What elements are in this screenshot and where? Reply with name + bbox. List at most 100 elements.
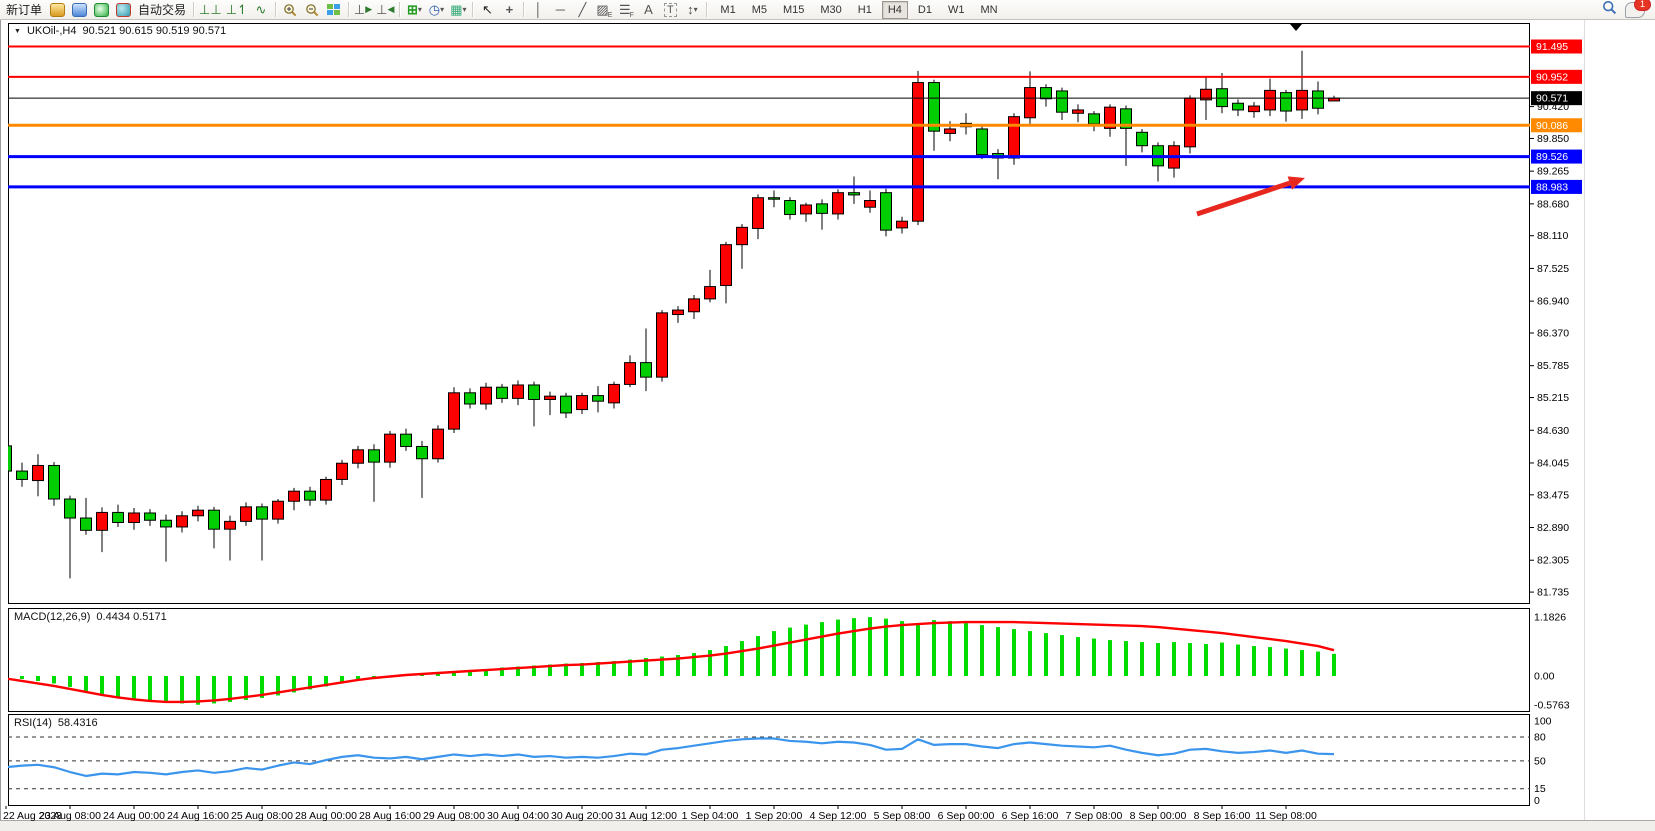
arrange-charts-icon[interactable]: ⊥ ▶ — [353, 1, 373, 17]
tile-windows-icon[interactable] — [323, 1, 345, 19]
candle-body — [448, 392, 460, 430]
timeframe-H1[interactable]: H1 — [857, 3, 872, 16]
annotation-arrow-head[interactable] — [1287, 176, 1305, 190]
candle-body — [944, 128, 956, 134]
period-dropdown-icon[interactable]: ◷ ▾ — [428, 1, 445, 17]
equidistant-channel-icon[interactable]: ▨ E — [596, 1, 613, 19]
cascade-charts-icon[interactable]: ⊥ ◀ — [376, 1, 395, 17]
candle-body — [976, 128, 988, 156]
candle-body — [480, 386, 492, 405]
toolbar-separator — [472, 2, 474, 17]
rsi-panel-frame — [8, 714, 1530, 806]
candle-body — [1280, 92, 1292, 112]
candle-body — [784, 200, 796, 215]
timeframe-D1[interactable]: D1 — [917, 3, 932, 16]
candle-body — [80, 517, 92, 531]
timeframe-M1[interactable]: M1 — [720, 3, 736, 16]
chat-icon[interactable]: 1 — [1625, 0, 1651, 18]
vertical-line-icon[interactable]: │ — [534, 2, 543, 17]
new-order-button[interactable]: 新订单 — [2, 1, 46, 19]
rsi-axis-label: 15 — [1534, 783, 1546, 795]
candle-body — [576, 395, 588, 411]
candle-body — [896, 220, 908, 229]
template-dropdown-icon[interactable]: ▦ ▾ — [450, 1, 467, 17]
macd-panel-frame — [8, 608, 1530, 712]
candle-body — [768, 197, 780, 200]
candlestick-chart-icon[interactable]: ⊥↿ — [225, 1, 248, 17]
chevron-down-icon[interactable]: ▼ — [14, 27, 21, 35]
time-tick-label: 25 Aug 08:00 — [231, 810, 293, 822]
timeframe-W1[interactable]: W1 — [947, 3, 965, 16]
price-tick-label: 89.265 — [1537, 166, 1569, 178]
time-tick-label: 6 Sep 16:00 — [1002, 810, 1059, 822]
time-tick-label: 1 Sep 04:00 — [682, 810, 739, 822]
fibonacci-icon[interactable]: ☰ F — [618, 1, 634, 19]
candle-body — [912, 82, 924, 222]
macd-signal-line — [8, 620, 1335, 704]
horizontal-line-icon[interactable]: ─ — [555, 2, 566, 17]
candle-body — [496, 386, 508, 399]
add-indicator-icon[interactable]: ⊞ ▾ — [406, 1, 422, 17]
candle-body — [384, 433, 396, 463]
text-icon[interactable]: A — [644, 2, 653, 17]
candle-body — [160, 519, 172, 528]
line-chart-icon[interactable]: ∿ — [255, 1, 267, 17]
candle-body — [144, 512, 156, 521]
price-badge — [1531, 91, 1582, 106]
candle-body — [832, 192, 844, 215]
timeframe-M15[interactable]: M15 — [782, 3, 805, 16]
trendline-icon[interactable]: ╱ — [578, 1, 587, 17]
candle-body — [304, 490, 316, 501]
price-tick-label: 88.110 — [1537, 230, 1568, 242]
annotation-arrow[interactable] — [1196, 180, 1291, 217]
crosshair-icon[interactable]: + — [505, 2, 514, 17]
notification-badge: 1 — [1634, 0, 1651, 11]
candle-body — [240, 506, 252, 522]
zoom-in-icon[interactable] — [279, 1, 301, 19]
price-tick-label: 89.850 — [1537, 133, 1569, 145]
time-tick-label: 23 Aug 08:00 — [39, 810, 101, 822]
candle-body — [1040, 87, 1052, 100]
candle-body — [928, 82, 940, 132]
price-tick-label: 88.680 — [1537, 198, 1569, 210]
autotrade-button[interactable]: 自动交易 — [134, 1, 190, 19]
text-label-icon[interactable]: T — [659, 1, 681, 19]
community-icon[interactable] — [112, 1, 134, 19]
candle-body — [1312, 90, 1324, 109]
candle-body — [1056, 90, 1068, 113]
candle-body — [224, 520, 236, 530]
timeframe-MN[interactable]: MN — [980, 3, 998, 16]
macd-header: MACD(12,26,9) 0.4434 0.5171 — [14, 611, 167, 623]
timeframe-H4[interactable]: H4 — [881, 0, 908, 19]
price-tick-label: 87.525 — [1537, 263, 1569, 275]
macd-axis-label: 1.1826 — [1534, 611, 1566, 623]
search-icon[interactable] — [1602, 0, 1617, 20]
timeframe-M5[interactable]: M5 — [751, 3, 767, 16]
candle-body — [1072, 109, 1084, 114]
candle-body — [656, 312, 668, 378]
candle-body — [16, 470, 28, 480]
candle-body — [256, 506, 268, 520]
price-tick-label: 83.475 — [1537, 489, 1569, 501]
signals-icon[interactable] — [90, 1, 112, 19]
window-bottom-edge — [0, 820, 1655, 831]
candle-body — [112, 511, 124, 523]
main-toolbar: 新订单 自动交易 ⊥⊥ ⊥↿ ∿ ⊥ ▶ ⊥ ◀ ⊞ ▾ ◷ ▾ ▦ ▾ ↖ + — [0, 0, 1655, 20]
funds-icon[interactable] — [46, 1, 68, 19]
candle-body — [528, 384, 540, 401]
candle-body — [416, 445, 428, 460]
candle-body — [272, 500, 284, 520]
profile-icon[interactable] — [68, 1, 90, 19]
candles-layer — [8, 50, 1340, 579]
rsi-axis-label: 50 — [1534, 755, 1546, 767]
price-badge-label: 90.571 — [1536, 93, 1568, 105]
bar-chart-icon[interactable]: ⊥⊥ — [199, 1, 222, 17]
candle-body — [560, 395, 572, 414]
timeframe-M30[interactable]: M30 — [820, 3, 842, 16]
candle-body — [512, 384, 524, 399]
arrows-icon[interactable]: ↕ ▾ — [687, 2, 698, 17]
cursor-icon[interactable]: ↖ — [481, 1, 493, 17]
zoom-out-icon[interactable] — [301, 1, 323, 19]
